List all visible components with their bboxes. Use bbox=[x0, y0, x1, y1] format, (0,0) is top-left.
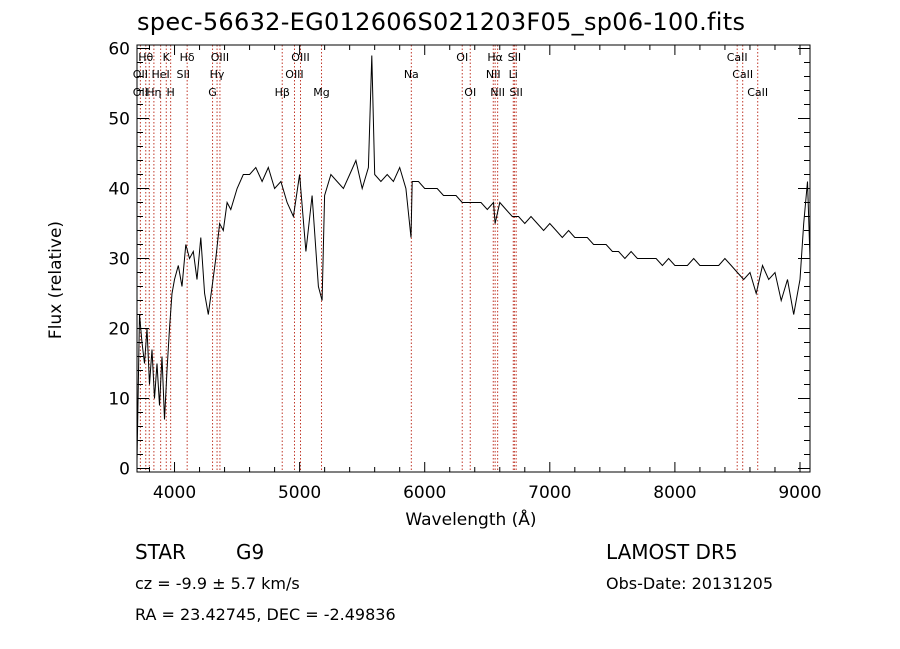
x-tick-label: 6000 bbox=[403, 483, 446, 503]
spectral-line-label: SII bbox=[177, 68, 190, 81]
spectral-line-label: Hβ bbox=[275, 86, 290, 99]
observation-date: Obs-Date: 20131205 bbox=[606, 574, 774, 593]
y-tick-label: 20 bbox=[108, 320, 130, 340]
y-tick-label: 0 bbox=[119, 460, 130, 480]
x-axis-label: Wavelength (Å) bbox=[405, 510, 537, 530]
spectral-line-label: NII bbox=[486, 68, 501, 81]
spectral-line-label: OIII bbox=[285, 68, 303, 81]
x-tick-label: 9000 bbox=[778, 483, 821, 503]
spectral-line-label: Na bbox=[404, 68, 419, 81]
y-tick-label: 40 bbox=[108, 180, 130, 200]
spectral-line-label: SII bbox=[508, 51, 521, 64]
spectral-line-label: NII bbox=[490, 86, 505, 99]
spectral-line-label: OIII bbox=[211, 51, 229, 64]
spectral-line-label: OI bbox=[464, 86, 476, 99]
plot-frame bbox=[136, 44, 811, 473]
y-tick-label: 30 bbox=[108, 250, 130, 270]
spectral-line-label: SII bbox=[509, 86, 522, 99]
spectral-line-label: CaII bbox=[732, 68, 753, 81]
spectral-line-label: Mg bbox=[313, 86, 329, 99]
y-tick-label: 10 bbox=[108, 390, 130, 410]
spectral-line-label: CaII bbox=[727, 51, 748, 64]
x-tick-label: 4000 bbox=[153, 483, 196, 503]
spectral-line-label: Hη bbox=[146, 86, 161, 99]
x-tick-label: 5000 bbox=[278, 483, 321, 503]
object-class: STAR bbox=[135, 540, 186, 564]
spectral-line-label: Hδ bbox=[180, 51, 195, 64]
spectral-line-label: G bbox=[208, 86, 217, 99]
spectral-line-label: OII bbox=[133, 68, 148, 81]
flux-series-line bbox=[136, 55, 811, 462]
spectral-line-label: Hα bbox=[487, 51, 503, 64]
y-tick-label: 60 bbox=[108, 40, 130, 60]
spectral-line-label: H bbox=[167, 86, 175, 99]
x-tick-label: 8000 bbox=[653, 483, 696, 503]
spectral-line-label: Li bbox=[509, 68, 518, 81]
spectral-line-label: OI bbox=[456, 51, 468, 64]
spectral-subclass: G9 bbox=[236, 540, 265, 564]
ra-dec-coordinates: RA = 23.42745, DEC = -2.49836 bbox=[135, 605, 396, 624]
spectral-line-label: OIII bbox=[291, 51, 309, 64]
chart-title: spec-56632-EG012606S021203F05_sp06-100.f… bbox=[137, 8, 746, 36]
spectral-line-label: Hγ bbox=[210, 68, 225, 81]
survey-name: LAMOST DR5 bbox=[606, 540, 738, 564]
spectral-line-label: HeI bbox=[151, 68, 169, 81]
y-tick-label: 50 bbox=[108, 110, 130, 130]
x-tick-label: 7000 bbox=[528, 483, 571, 503]
spectral-line-label: CaII bbox=[747, 86, 768, 99]
spectral-line-label: K bbox=[163, 51, 171, 64]
redshift-velocity: cz = -9.9 ± 5.7 km/s bbox=[135, 574, 300, 593]
spectral-line-label: Hθ bbox=[138, 51, 153, 64]
